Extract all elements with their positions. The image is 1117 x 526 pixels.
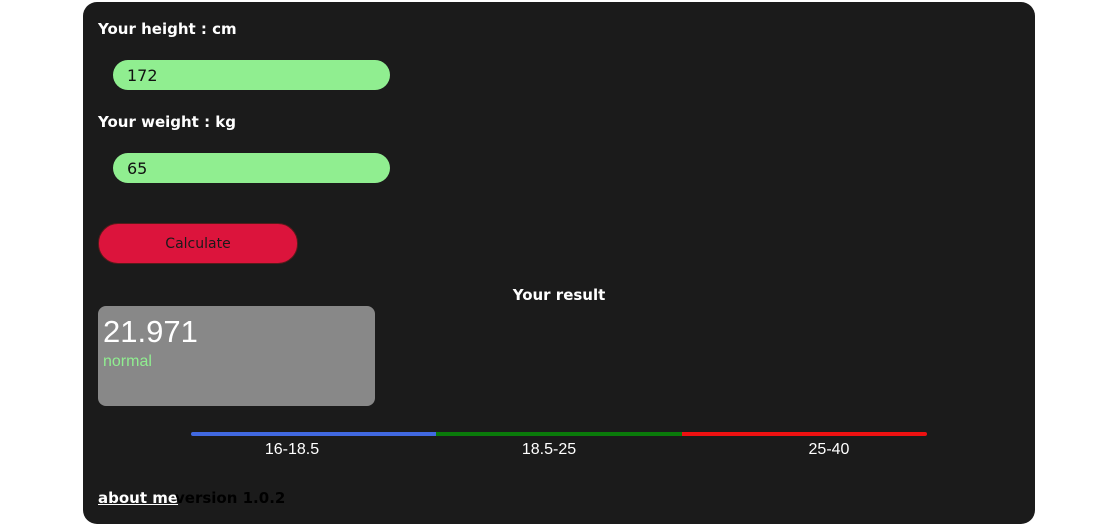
scale-label-normal: 18.5-25 xyxy=(521,441,577,458)
height-input[interactable] xyxy=(113,60,390,90)
scale-segment-underweight xyxy=(191,432,437,436)
weight-label: Your weight : kg xyxy=(98,113,237,131)
result-box: 21.971 normal xyxy=(98,306,375,406)
about-me-link[interactable]: about me xyxy=(98,489,179,507)
weight-input[interactable] xyxy=(113,153,390,183)
bmi-status: normal xyxy=(103,353,152,370)
bmi-value: 21.971 xyxy=(103,314,198,349)
version-text: version 1.0.2 xyxy=(175,489,286,507)
scale-segment-normal xyxy=(436,432,682,436)
result-title: Your result xyxy=(512,286,606,304)
bmi-scale-bar xyxy=(191,432,927,436)
calculate-button[interactable]: Calculate xyxy=(98,223,298,264)
bmi-calculator-panel: Your height : cm Your weight : kg Calcul… xyxy=(83,2,1035,524)
scale-segment-overweight xyxy=(681,432,927,436)
scale-label-overweight: 25-40 xyxy=(808,441,850,458)
scale-label-underweight: 16-18.5 xyxy=(264,441,320,458)
height-label: Your height : cm xyxy=(98,20,237,38)
